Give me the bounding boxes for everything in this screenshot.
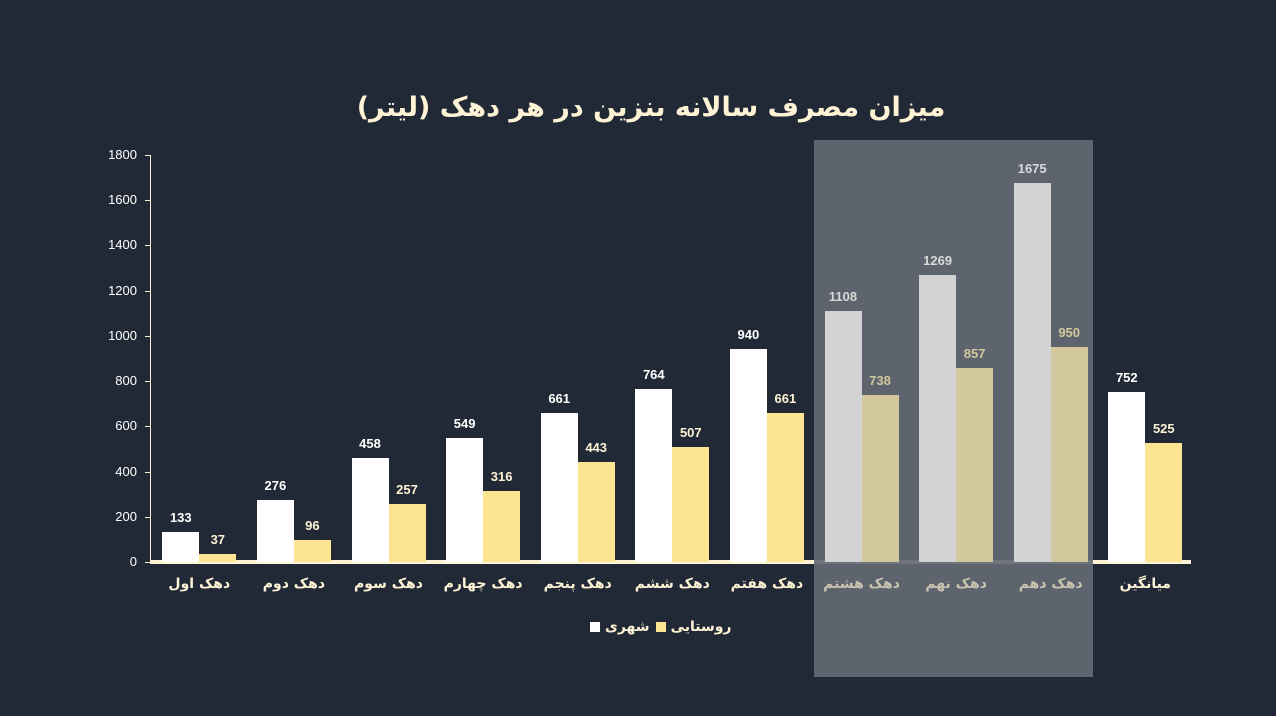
data-label-urban: 458 xyxy=(359,436,381,452)
data-label-urban: 133 xyxy=(169,509,192,525)
y-tick-label: 1400 xyxy=(108,237,137,253)
data-label-rural: 857 xyxy=(963,346,986,362)
bar-urban xyxy=(729,349,767,562)
y-tick xyxy=(145,245,150,247)
x-category-label: دهک هشتم xyxy=(823,576,900,592)
data-label-rural: 525 xyxy=(1152,421,1175,437)
bar-urban xyxy=(446,437,484,562)
y-tick xyxy=(145,155,150,156)
data-label-rural: 37 xyxy=(210,531,226,547)
data-label-rural: 661 xyxy=(774,390,797,406)
bar-urban xyxy=(824,311,862,562)
y-tick-label: 1000 xyxy=(108,327,137,343)
data-label-rural: 950 xyxy=(1058,325,1081,341)
bar-rural xyxy=(1050,347,1088,562)
y-tick-label: 1600 xyxy=(108,192,137,208)
data-label-urban: 276 xyxy=(264,477,287,493)
bar-rural xyxy=(956,368,994,562)
bar-urban xyxy=(919,275,957,562)
x-category-label: دهک نهم xyxy=(925,576,987,592)
bar-rural xyxy=(483,490,521,562)
y-tick xyxy=(145,562,150,563)
bar-urban xyxy=(256,499,294,562)
x-category-label: دهک ششم xyxy=(634,576,710,592)
y-tick-label: 800 xyxy=(115,373,137,389)
chart-title: میزان مصرف سالانه بنزین در هر دهک (لیتر) xyxy=(356,92,946,123)
legend-label-urban: شهری xyxy=(605,619,650,635)
bar-urban xyxy=(540,412,578,562)
data-label-rural: 316 xyxy=(490,468,513,484)
y-tick xyxy=(145,516,150,518)
x-category-label: دهک دهم xyxy=(1018,576,1083,592)
legend-swatch-urban xyxy=(590,622,600,632)
data-label-urban: 549 xyxy=(453,415,476,431)
data-label-rural: 507 xyxy=(679,425,702,441)
bar-urban xyxy=(635,389,673,562)
data-label-urban: 1269 xyxy=(923,253,953,269)
data-label-rural: 257 xyxy=(396,481,418,497)
bar-urban xyxy=(162,531,200,562)
x-category-label: دهک هفتم xyxy=(730,576,804,592)
x-category-label: دهک سوم xyxy=(354,576,423,592)
y-tick-label: 1800 xyxy=(108,147,137,162)
bar-rural xyxy=(766,412,804,562)
bar-rural xyxy=(1145,443,1183,562)
bar-rural xyxy=(861,395,899,562)
y-tick xyxy=(145,471,150,473)
x-category-label: دهک دوم xyxy=(262,576,326,592)
data-label-urban: 752 xyxy=(1115,369,1138,385)
legend-item-urban: شهری xyxy=(590,619,650,635)
data-label-urban: 661 xyxy=(548,390,571,406)
data-label-urban: 764 xyxy=(642,367,665,383)
x-category-label: دهک پنجم xyxy=(543,576,612,592)
legend: شهری روستایی xyxy=(590,617,732,637)
data-label-urban: 940 xyxy=(737,327,760,343)
y-tick xyxy=(145,290,150,292)
bar-urban xyxy=(351,458,389,562)
y-tick-label: 400 xyxy=(115,463,137,479)
bar-urban xyxy=(1013,183,1051,562)
bar-rural xyxy=(672,447,710,562)
y-tick-label: 0 xyxy=(129,554,137,569)
bar-rural xyxy=(577,461,615,562)
data-label-rural: 443 xyxy=(585,439,608,455)
x-category-label: دهک اول xyxy=(168,576,231,592)
bar-rural xyxy=(293,540,331,562)
y-tick-label: 600 xyxy=(115,418,137,434)
legend-swatch-rural xyxy=(655,622,666,632)
bar-urban xyxy=(1108,391,1146,562)
y-tick xyxy=(145,381,150,383)
bar-rural xyxy=(388,503,426,562)
legend-label-rural: روستایی xyxy=(670,619,732,635)
y-tick-label: 200 xyxy=(115,508,137,524)
legend-item-rural: روستایی xyxy=(655,619,732,635)
y-tick xyxy=(145,200,150,202)
data-label-urban: 1108 xyxy=(828,289,858,305)
x-category-label: دهک چهارم xyxy=(443,576,523,592)
data-label-rural: 96 xyxy=(305,518,320,534)
x-axis-line xyxy=(150,560,1191,564)
bar-rural xyxy=(199,553,237,562)
y-tick xyxy=(145,335,150,337)
x-category-label: میانگین xyxy=(1119,576,1171,592)
y-tick xyxy=(145,426,150,428)
y-tick-label: 1200 xyxy=(108,282,137,298)
y-axis-line xyxy=(150,155,151,562)
data-label-rural: 738 xyxy=(869,373,891,389)
data-label-urban: 1675 xyxy=(1017,161,1047,177)
